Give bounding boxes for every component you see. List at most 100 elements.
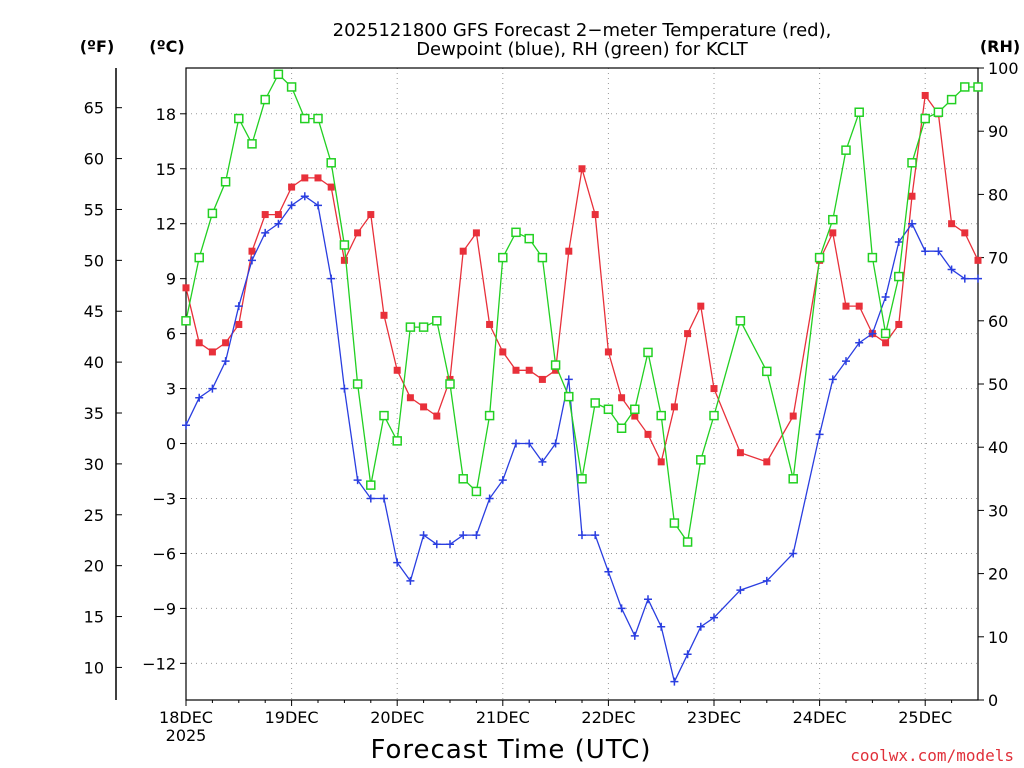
rh-point <box>933 107 944 117</box>
dewpoint-point <box>446 540 454 549</box>
temperature-point <box>367 211 375 219</box>
rh-point <box>458 474 468 484</box>
rh-point <box>656 410 666 421</box>
dewpoint-point <box>459 531 468 540</box>
dewpoint-point <box>974 274 982 283</box>
dewpoint-point <box>551 439 560 448</box>
dewpoint-point <box>419 531 428 540</box>
rh-point <box>682 537 693 547</box>
x-axis-label: Forecast Time (UTC) <box>370 735 651 765</box>
rh-point <box>181 316 191 326</box>
temperature-point <box>393 366 401 374</box>
dewpoint-point <box>947 265 956 274</box>
dewpoint-point <box>921 247 930 256</box>
dewpoint-point <box>881 292 890 301</box>
rh-point <box>300 113 310 124</box>
temperature-point <box>486 320 494 328</box>
temperature-point <box>538 375 546 383</box>
grid <box>186 68 978 700</box>
dewpoint-point <box>300 192 309 201</box>
rh-point <box>814 252 825 263</box>
fahrenheit-tick-label: 40 <box>84 353 104 372</box>
dewpoint-point <box>855 338 864 347</box>
rh-point <box>247 139 257 149</box>
fahrenheit-tick-label: 25 <box>84 506 104 525</box>
rh-point <box>669 518 680 528</box>
rh-point <box>762 366 772 377</box>
rh-point <box>537 252 548 263</box>
x-tick-label: 18DEC <box>159 708 213 727</box>
celsius-tick-label: −3 <box>152 489 176 508</box>
dewpoint-point <box>934 247 943 256</box>
temperature-point <box>248 247 256 255</box>
dewpoint-point <box>657 622 666 631</box>
chart-title-line-2: Dewpoint (blue), RH (green) for KCLT <box>416 39 749 60</box>
temperature-point <box>961 229 969 237</box>
dewpoint-point <box>644 595 652 604</box>
dewpoint-point <box>617 604 626 613</box>
rh-point <box>788 474 798 484</box>
temperature-point <box>710 385 718 393</box>
dewpoint-point <box>591 531 600 540</box>
dewpoint-point <box>314 201 322 210</box>
temperature-point <box>604 348 612 356</box>
dewpoint-point <box>221 357 230 366</box>
rh-point <box>564 391 574 402</box>
temperature-point <box>855 302 863 310</box>
dewpoint-point <box>894 238 903 247</box>
dewpoint-point <box>195 393 204 402</box>
rh-point <box>379 410 389 421</box>
fahrenheit-tick-label: 45 <box>84 302 104 321</box>
rh-point <box>366 480 376 490</box>
rh-point <box>498 252 508 263</box>
temperature-point <box>974 256 982 264</box>
dewpoint-point <box>630 631 639 640</box>
rh-point <box>880 328 891 339</box>
rh-point <box>273 69 284 80</box>
rh-point <box>550 360 561 370</box>
temperature-point <box>842 302 850 310</box>
rh-point <box>946 94 957 105</box>
credit-link[interactable]: coolwx.com/models <box>850 746 1014 765</box>
temperature-point <box>288 183 296 191</box>
fahrenheit-tick-label: 35 <box>84 404 104 423</box>
celsius-tick-label: −6 <box>152 544 176 563</box>
plot-frame <box>185 67 979 701</box>
celsius-tick-label: 15 <box>156 160 176 179</box>
dewpoint-point <box>353 476 362 485</box>
rh-point <box>854 107 864 117</box>
dewpoint-point <box>512 439 520 448</box>
rh-tick-label: 20 <box>988 565 1008 584</box>
rh-point <box>590 398 600 408</box>
temperature-point <box>644 430 652 438</box>
rh-tick-label: 100 <box>988 59 1019 78</box>
rh-point <box>696 455 706 465</box>
rh-point <box>524 233 534 244</box>
dewpoint-point <box>327 274 336 283</box>
dewpoint-point <box>498 476 507 485</box>
rh-tick-label: 70 <box>988 249 1008 268</box>
fahrenheit-tick-label: 50 <box>84 251 104 270</box>
dewpoint-point <box>182 421 190 430</box>
rh-point <box>207 208 218 219</box>
temperature-point <box>208 348 216 356</box>
temperature-point <box>789 412 797 420</box>
rh-point <box>841 145 851 155</box>
temperature-point <box>182 284 190 292</box>
fahrenheit-axis-unit: (ºF) <box>80 37 115 56</box>
rh-point <box>260 94 270 105</box>
rh-point <box>709 410 719 421</box>
temperature-point <box>261 211 269 219</box>
celsius-tick-label: 12 <box>156 215 176 234</box>
temperature-point <box>921 91 929 99</box>
rh-tick-label: 10 <box>988 628 1008 647</box>
temperature-point <box>340 256 348 264</box>
temperature-point <box>380 311 388 319</box>
rh-point <box>616 423 627 433</box>
dewpoint-point <box>472 531 481 540</box>
dewpoint-point <box>762 576 771 585</box>
celsius-tick-label: 9 <box>166 270 176 289</box>
fahrenheit-tick-label: 20 <box>84 557 104 576</box>
temperature-point <box>459 247 467 255</box>
